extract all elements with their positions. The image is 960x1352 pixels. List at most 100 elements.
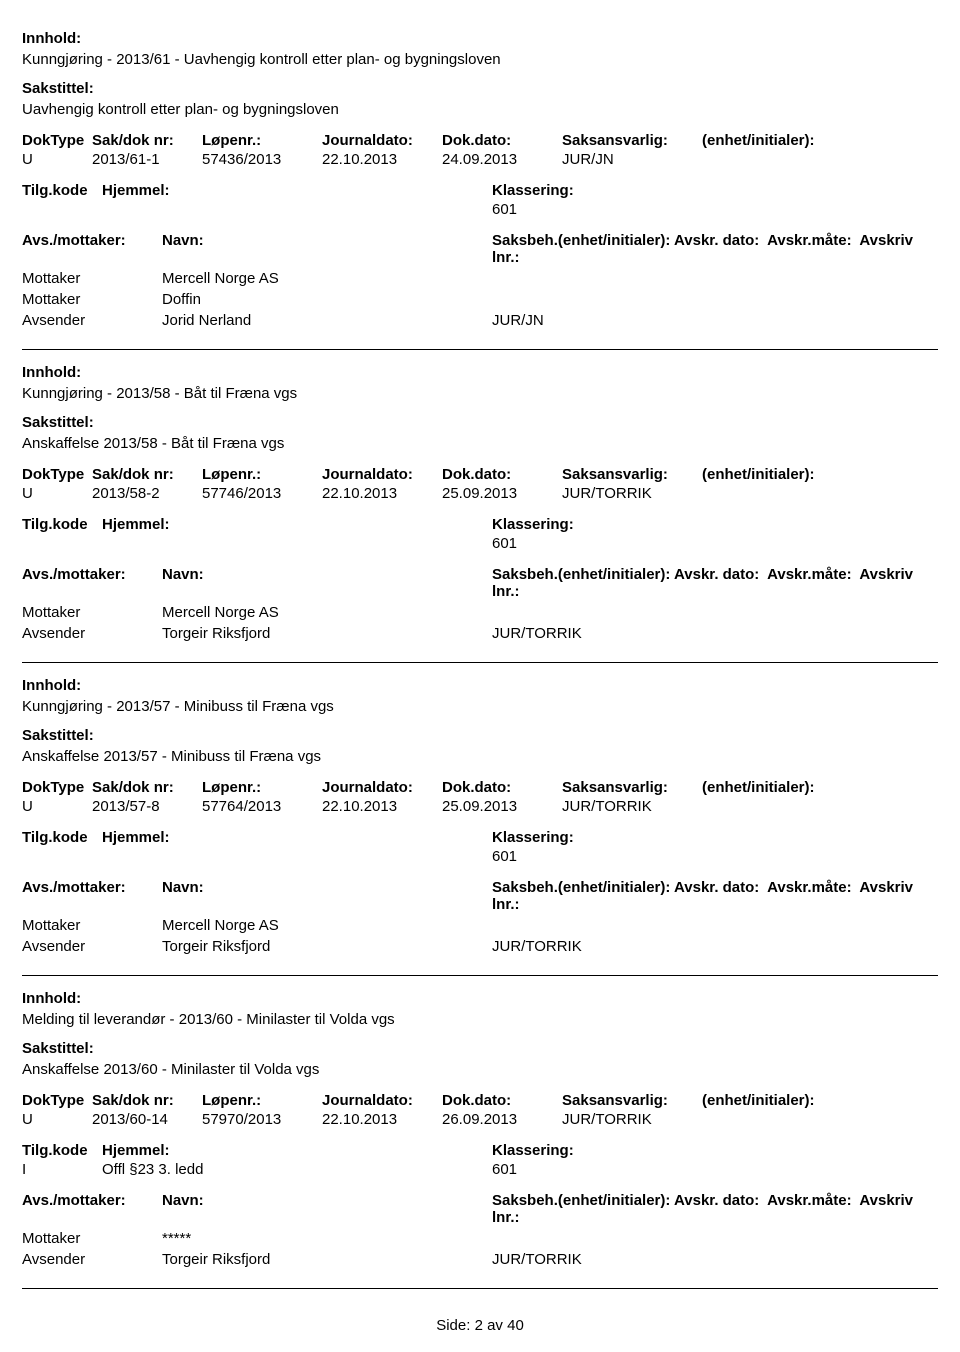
klass-header-row: Tilg.kode Hjemmel: Klassering: (22, 1142, 938, 1159)
meta-value-row: U 2013/61-1 57436/2013 22.10.2013 24.09.… (22, 151, 938, 168)
enhet-value (702, 1111, 938, 1128)
innhold-text: Melding til leverandør - 2013/60 - Minil… (22, 1011, 938, 1028)
meta-value-row: U 2013/57-8 57764/2013 22.10.2013 25.09.… (22, 798, 938, 815)
party-name: Torgeir Riksfjord (162, 625, 492, 642)
enhet-label: (enhet/initialer): (702, 132, 938, 149)
meta-value-row: U 2013/58-2 57746/2013 22.10.2013 25.09.… (22, 485, 938, 502)
klassering-label: Klassering: (492, 1142, 938, 1159)
avsmottaker-label: Avs./mottaker: (22, 1192, 162, 1226)
innhold-label: Innhold: (22, 677, 938, 694)
tilgkode-value (22, 848, 102, 865)
party-header-row: Avs./mottaker: Navn: Saksbeh.(enhet/init… (22, 232, 938, 266)
saksansvarlig-label: Saksansvarlig: (562, 132, 702, 149)
enhet-label: (enhet/initialer): (702, 779, 938, 796)
saksbeh-label: Saksbeh.(enhet/initialer): (492, 232, 670, 249)
hjemmel-value: Offl §23 3. ledd (102, 1161, 492, 1178)
lopenr-label: Løpenr.: (202, 1092, 322, 1109)
hjemmel-label: Hjemmel: (102, 182, 492, 199)
tilgkode-value (22, 535, 102, 552)
saksbeh-label: Saksbeh.(enhet/initialer): (492, 566, 670, 583)
navn-label: Navn: (162, 1192, 492, 1226)
klassering-value: 601 (492, 201, 938, 218)
lopenr-label: Løpenr.: (202, 466, 322, 483)
party-name: Doffin (162, 291, 492, 308)
tilgkode-label: Tilg.kode (22, 516, 102, 533)
avsmottaker-label: Avs./mottaker: (22, 566, 162, 600)
journal-record: Innhold: Kunngjøring - 2013/61 - Uavheng… (22, 30, 938, 350)
party-role: Mottaker (22, 604, 162, 621)
avskrdato-label: Avskr. dato: (674, 1192, 759, 1209)
party-name: Mercell Norge AS (162, 604, 492, 621)
avskrdato-label: Avskr. dato: (674, 232, 759, 249)
journaldato-label: Journaldato: (322, 1092, 442, 1109)
saksbeh-label: Saksbeh.(enhet/initialer): (492, 1192, 670, 1209)
lopenr-label: Løpenr.: (202, 132, 322, 149)
avskrmate-label: Avskr.måte: (767, 566, 852, 583)
tilgkode-label: Tilg.kode (22, 829, 102, 846)
innhold-text: Kunngjøring - 2013/58 - Båt til Fræna vg… (22, 385, 938, 402)
saksbeh-header-group: Saksbeh.(enhet/initialer): Avskr. dato: … (492, 879, 938, 913)
journal-record: Innhold: Melding til leverandør - 2013/6… (22, 990, 938, 1289)
hjemmel-label: Hjemmel: (102, 829, 492, 846)
innhold-label: Innhold: (22, 990, 938, 1007)
dokdato-label: Dok.dato: (442, 132, 562, 149)
avskrmate-label: Avskr.måte: (767, 879, 852, 896)
sakstittel-label: Sakstittel: (22, 414, 938, 431)
footer-prefix: Side: (436, 1317, 470, 1334)
saksbeh-header-group: Saksbeh.(enhet/initialer): Avskr. dato: … (492, 566, 938, 600)
sakstittel-label: Sakstittel: (22, 727, 938, 744)
sakstittel-label: Sakstittel: (22, 80, 938, 97)
party-row: Mottaker Mercell Norge AS (22, 917, 938, 934)
saksansvarlig-label: Saksansvarlig: (562, 1092, 702, 1109)
footer-sep: av (487, 1317, 503, 1334)
lopenr-value: 57746/2013 (202, 485, 322, 502)
journal-record: Innhold: Kunngjøring - 2013/58 - Båt til… (22, 364, 938, 663)
party-row: Avsender Torgeir Riksfjord JUR/TORRIK (22, 1251, 938, 1268)
footer-page: 2 (475, 1317, 483, 1334)
doktype-value: U (22, 1111, 92, 1128)
enhet-value (702, 798, 938, 815)
innhold-text: Kunngjøring - 2013/57 - Minibuss til Fræ… (22, 698, 938, 715)
party-row: Mottaker Mercell Norge AS (22, 270, 938, 287)
saksansvarlig-value: JUR/TORRIK (562, 798, 702, 815)
party-header-row: Avs./mottaker: Navn: Saksbeh.(enhet/init… (22, 1192, 938, 1226)
doktype-value: U (22, 151, 92, 168)
party-role: Avsender (22, 1251, 162, 1268)
klassering-label: Klassering: (492, 516, 938, 533)
avskrdato-label: Avskr. dato: (674, 566, 759, 583)
innhold-label: Innhold: (22, 364, 938, 381)
hjemmel-label: Hjemmel: (102, 516, 492, 533)
party-saksbeh: JUR/TORRIK (492, 1251, 672, 1268)
party-row: Mottaker Doffin (22, 291, 938, 308)
hjemmel-value (102, 848, 492, 865)
party-saksbeh (492, 917, 672, 934)
innhold-label: Innhold: (22, 30, 938, 47)
dokdato-value: 25.09.2013 (442, 485, 562, 502)
klass-value-row: I Offl §23 3. ledd 601 (22, 1161, 938, 1178)
saknr-label: Sak/dok nr: (92, 466, 202, 483)
saknr-value: 2013/58-2 (92, 485, 202, 502)
party-role: Mottaker (22, 917, 162, 934)
party-header-row: Avs./mottaker: Navn: Saksbeh.(enhet/init… (22, 879, 938, 913)
klassering-value: 601 (492, 1161, 938, 1178)
dokdato-value: 25.09.2013 (442, 798, 562, 815)
navn-label: Navn: (162, 566, 492, 600)
klassering-label: Klassering: (492, 829, 938, 846)
party-saksbeh (492, 270, 672, 287)
avsmottaker-label: Avs./mottaker: (22, 879, 162, 913)
saksbeh-header-group: Saksbeh.(enhet/initialer): Avskr. dato: … (492, 232, 938, 266)
hjemmel-value (102, 201, 492, 218)
party-name: Mercell Norge AS (162, 917, 492, 934)
party-role: Mottaker (22, 291, 162, 308)
dokdato-value: 26.09.2013 (442, 1111, 562, 1128)
klass-header-row: Tilg.kode Hjemmel: Klassering: (22, 516, 938, 533)
saksansvarlig-label: Saksansvarlig: (562, 779, 702, 796)
party-saksbeh (492, 1230, 672, 1247)
party-name: Torgeir Riksfjord (162, 1251, 492, 1268)
party-name: ***** (162, 1230, 492, 1247)
lopenr-value: 57764/2013 (202, 798, 322, 815)
saknr-label: Sak/dok nr: (92, 1092, 202, 1109)
meta-header-row: DokType Sak/dok nr: Løpenr.: Journaldato… (22, 1092, 938, 1109)
saksbeh-header-group: Saksbeh.(enhet/initialer): Avskr. dato: … (492, 1192, 938, 1226)
saknr-value: 2013/57-8 (92, 798, 202, 815)
